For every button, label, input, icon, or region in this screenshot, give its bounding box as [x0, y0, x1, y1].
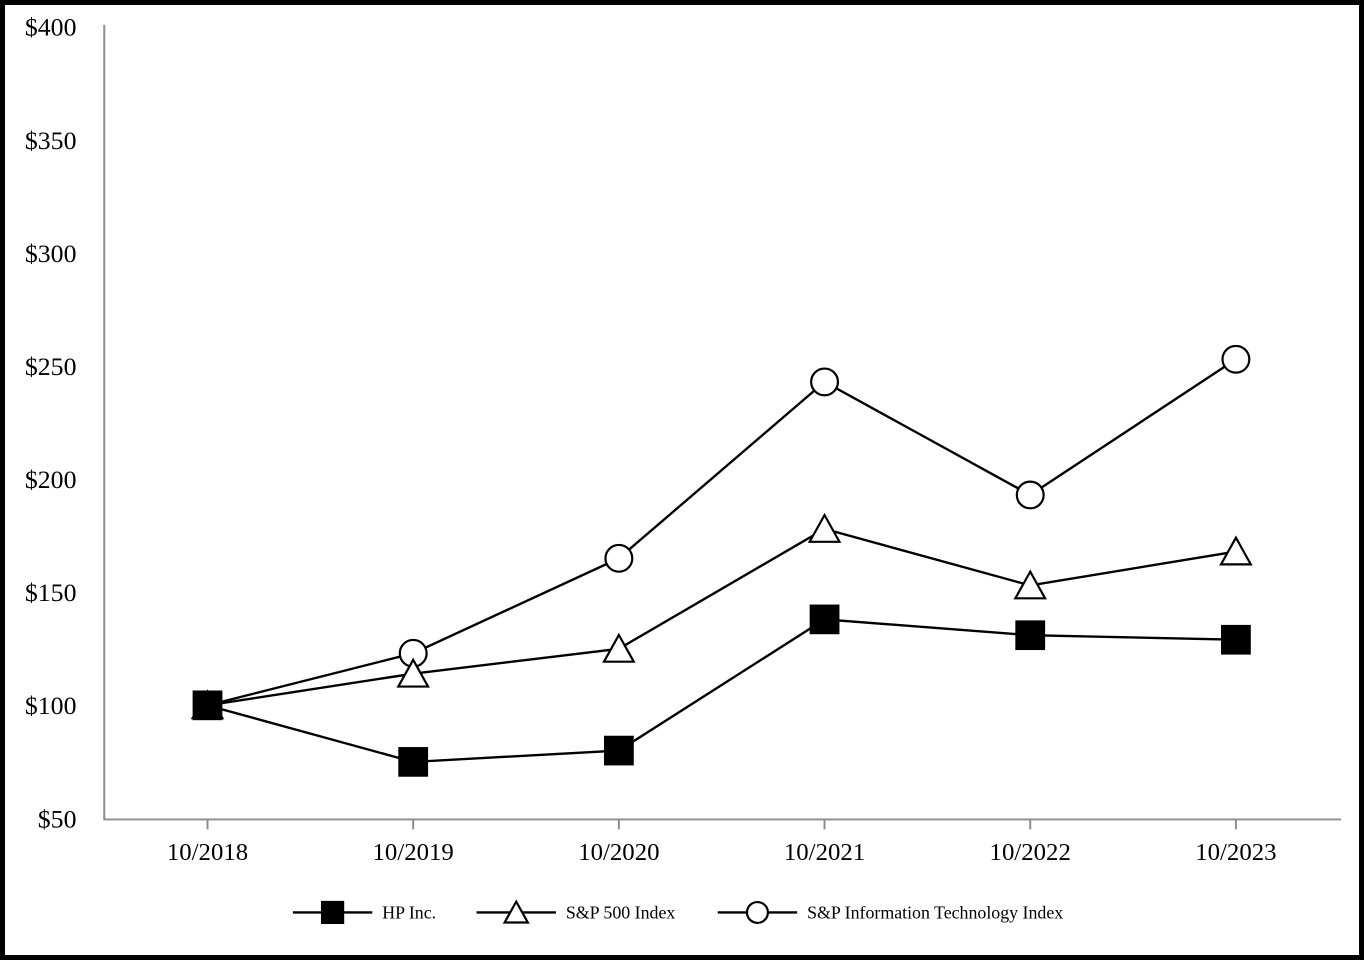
x-tick-label: 10/2021	[784, 839, 865, 866]
marker-square	[1221, 624, 1251, 655]
x-tick-label: 10/2022	[990, 839, 1071, 866]
marker-square	[1015, 620, 1046, 651]
marker-square	[398, 747, 429, 777]
axis-lines	[103, 24, 1342, 821]
marker-circle	[810, 367, 840, 397]
marker-triangle	[396, 657, 430, 688]
x-tick-label: 10/2020	[578, 839, 659, 866]
marker-triangle	[602, 632, 636, 663]
legend-label: S&P 500 Index	[566, 902, 676, 922]
marker-square	[192, 690, 223, 721]
y-tick-label: $250	[25, 352, 77, 381]
marker-triangle	[502, 899, 530, 924]
legend-label: HP Inc.	[382, 902, 436, 922]
marker-circle	[1015, 480, 1045, 510]
y-tick-label: $350	[25, 126, 77, 155]
y-tick-label: $150	[25, 578, 77, 607]
chart-svg: 10/2018 10/2019 10/2020 10/2021 10/2022 10/20…	[25, 13, 1342, 925]
y-tick-label: $200	[25, 465, 77, 494]
x-tick-label: 10/2018	[167, 839, 248, 866]
marker-triangle	[807, 512, 842, 543]
x-tick-label: 10/2019	[373, 839, 454, 866]
marker-triangle	[1013, 569, 1047, 600]
marker-square	[320, 900, 345, 925]
y-tick-label: $100	[25, 691, 77, 720]
x-tick-label: 10/2023	[1195, 839, 1276, 866]
marker-circle	[745, 900, 769, 924]
marker-square	[603, 735, 634, 766]
series-line-hp-inc-	[207, 618, 1236, 764]
marker-circle	[1221, 344, 1251, 374]
marker-triangle	[1219, 535, 1253, 566]
marker-circle	[604, 543, 634, 573]
series-line-s-p-500-index	[207, 527, 1237, 707]
marker-square	[809, 604, 840, 635]
y-tick-label: $400	[25, 13, 77, 42]
series-line-s-p-information-technology-index	[207, 358, 1237, 707]
y-tick-label: $300	[25, 239, 77, 268]
legend-label: S&P Information Technology Index	[807, 902, 1063, 922]
y-tick-label: $50	[38, 804, 77, 833]
